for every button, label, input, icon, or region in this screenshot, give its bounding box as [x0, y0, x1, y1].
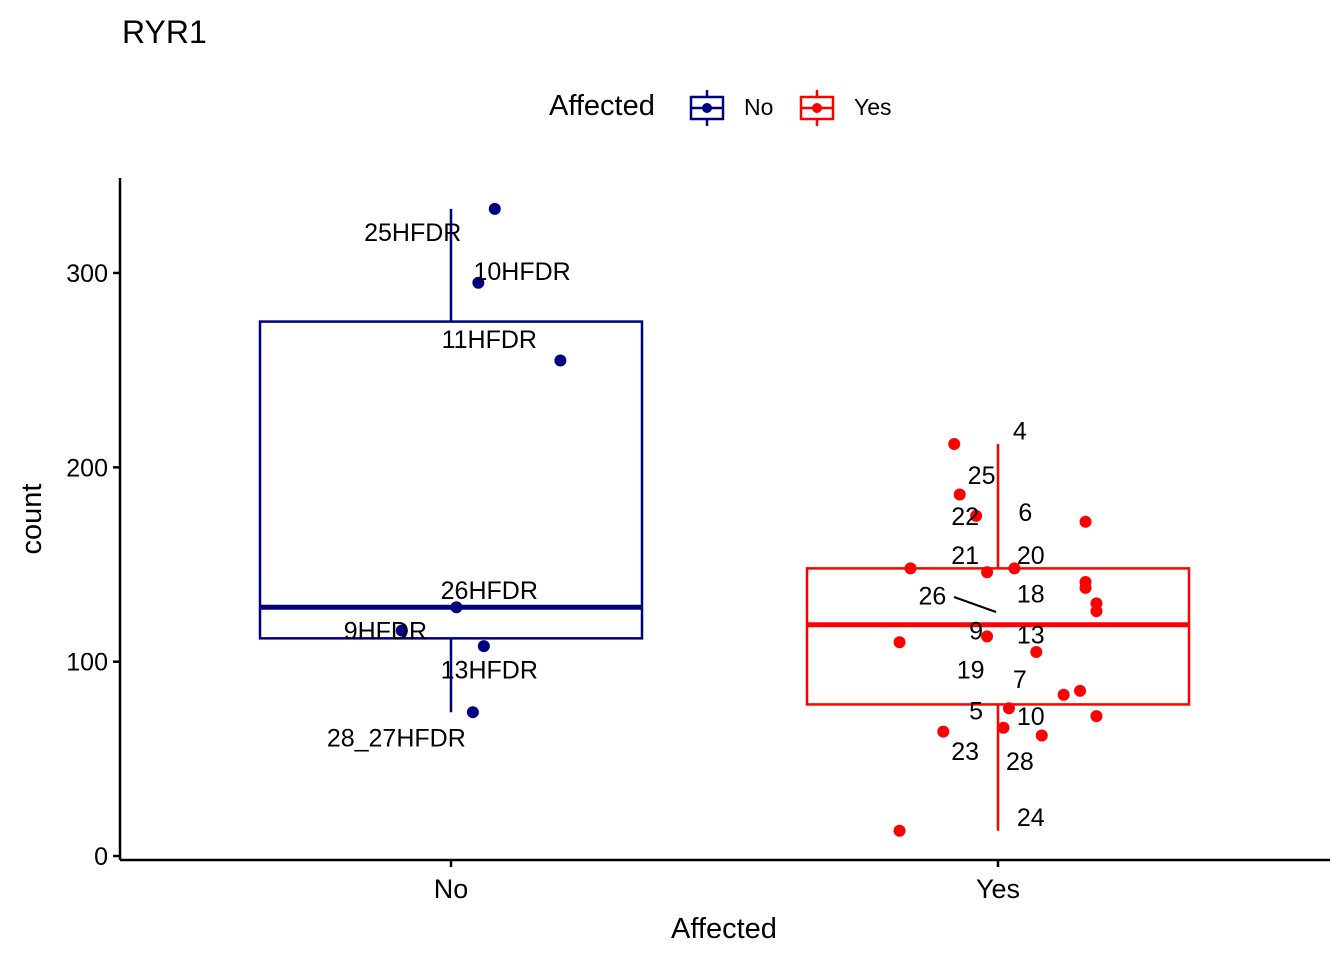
legend-title: Affected: [549, 90, 655, 122]
point-label: 21: [951, 542, 979, 570]
data-point: [893, 824, 906, 837]
point-label: 22: [951, 503, 979, 531]
y-axis-label: count: [16, 484, 48, 555]
data-point: [477, 640, 490, 653]
point-label: 6: [1018, 499, 1032, 527]
point-label: 7: [1013, 666, 1027, 694]
data-point: [948, 438, 961, 451]
data-point: [1057, 688, 1070, 701]
x-tick-label: No: [434, 874, 469, 904]
data-point: [554, 354, 567, 367]
point-label: 26HFDR: [441, 577, 538, 605]
data-point: [981, 566, 994, 579]
data-point: [1008, 562, 1021, 575]
point-label: 23: [951, 738, 979, 766]
point-label: 28: [1006, 748, 1034, 776]
y-tick-label: 0: [94, 843, 108, 871]
data-point: [1035, 729, 1048, 742]
data-point: [466, 706, 479, 719]
chart-title: RYR1: [122, 14, 207, 50]
y-tick-label: 200: [66, 454, 108, 482]
point-label: 9: [969, 618, 983, 646]
point-label: 24: [1017, 804, 1045, 832]
data-point: [953, 488, 966, 501]
point-label: 4: [1013, 417, 1027, 445]
point-label: 11HFDR: [442, 326, 537, 354]
data-point: [1090, 710, 1103, 723]
legend-label-yes: Yes: [854, 94, 892, 120]
y-tick-label: 100: [66, 649, 108, 677]
data-point: [893, 636, 906, 649]
x-tick-label: Yes: [976, 874, 1020, 904]
data-point: [997, 721, 1010, 734]
point-label: 13HFDR: [441, 656, 538, 684]
legend: Affected No Yes: [0, 88, 1344, 128]
point-label: 25: [968, 462, 996, 490]
data-point: [395, 624, 408, 637]
data-point: [1090, 605, 1103, 618]
legend-label-no: No: [744, 94, 774, 120]
label-connector: [953, 596, 997, 613]
data-point: [450, 601, 463, 614]
box-no: [258, 320, 644, 640]
point-label: 10HFDR: [473, 258, 570, 286]
legend-key-no: [689, 90, 725, 126]
data-point: [1074, 684, 1087, 697]
data-point: [472, 276, 485, 289]
data-point: [904, 562, 917, 575]
data-point: [1002, 702, 1015, 715]
x-axis-label: Affected: [671, 913, 777, 945]
data-point: [937, 725, 950, 738]
point-label: 28_27HFDR: [327, 724, 466, 752]
legend-key-yes: [799, 90, 835, 126]
data-point: [970, 509, 983, 522]
point-label: 10: [1017, 703, 1045, 731]
y-tick-label: 300: [66, 260, 108, 288]
data-point: [1079, 581, 1092, 594]
data-point: [1030, 645, 1043, 658]
data-point: [488, 202, 501, 215]
point-label: 18: [1017, 581, 1045, 609]
point-label: 9HFDR: [344, 618, 427, 646]
point-label: 5: [969, 697, 983, 725]
data-point: [981, 630, 994, 643]
data-point: [1079, 515, 1092, 528]
point-label: 19: [957, 656, 985, 684]
point-label: 25HFDR: [364, 219, 461, 247]
box-yes: [805, 567, 1191, 706]
point-label: 20: [1017, 542, 1045, 570]
point-label: 13: [1017, 621, 1045, 649]
point-label: 26: [918, 583, 946, 611]
